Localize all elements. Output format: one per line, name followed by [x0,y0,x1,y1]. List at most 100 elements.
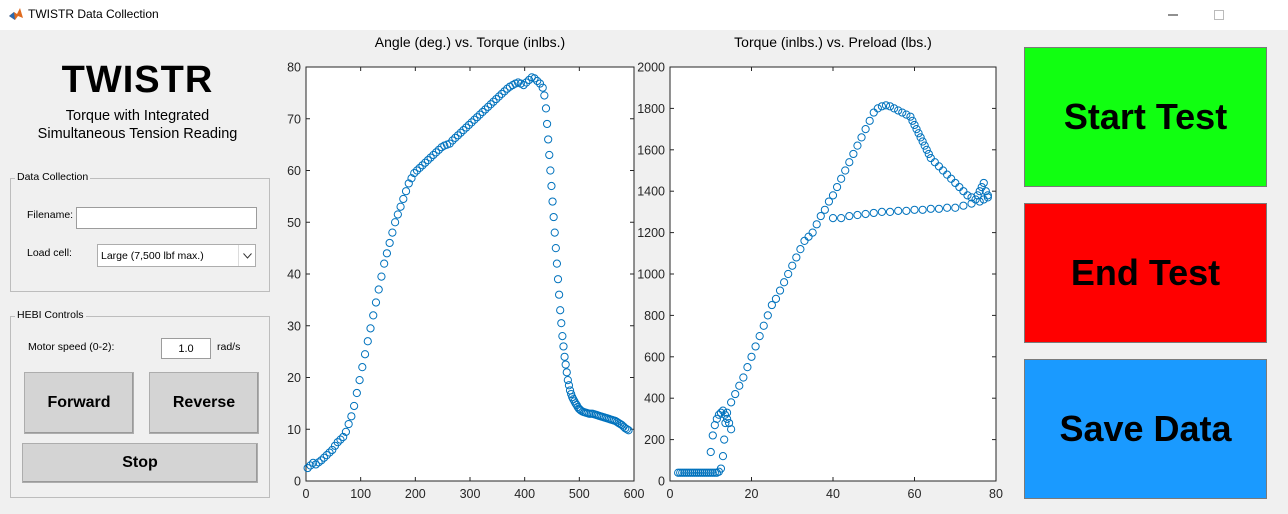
data-point [676,468,685,477]
data-point [812,220,821,229]
data-point [559,342,568,351]
data-point [706,447,715,457]
data-point [680,468,689,477]
data-point [890,104,899,113]
forward-button[interactable]: Forward [24,372,134,434]
data-point [975,187,984,196]
data-point [865,116,874,125]
data-point [869,108,878,117]
data-point [500,87,509,96]
data-point [545,150,554,160]
data-point [885,102,895,111]
data-point [486,100,495,109]
data-point [548,197,557,206]
data-point [914,129,923,138]
data-point [692,468,701,477]
stop-button[interactable]: Stop [22,443,258,483]
data-point [971,195,980,204]
data-point [714,410,724,419]
data-point [800,236,809,245]
data-point [415,163,424,173]
data-point [369,311,378,320]
data-point [624,426,633,435]
data-point [546,166,555,175]
data-point [708,468,717,477]
data-point [462,123,471,132]
data-point [696,468,705,477]
data-point [530,74,539,83]
x-tick-label: 0 [667,487,674,501]
data-point [967,199,976,208]
data-point [731,389,740,399]
y-tick-label: 2000 [637,61,665,75]
data-point [924,149,933,159]
data-point [704,468,713,477]
x-tick-label: 60 [908,487,922,501]
maximize-button[interactable] [1196,0,1242,30]
y-tick-label: 1200 [637,226,665,240]
reverse-button[interactable]: Reverse [149,372,259,434]
data-point [678,468,687,477]
data-point [393,210,402,219]
plot-area [305,66,635,482]
data-point [959,201,968,210]
data-point [934,204,944,213]
loadcell-select[interactable]: Large (7,500 lbf max.) [97,244,256,267]
data-point [325,448,334,457]
data-point [885,207,895,216]
data-point [380,259,389,268]
data-point [938,166,948,175]
plot-area [669,66,997,482]
data-point [451,133,460,142]
data-point [404,179,413,188]
data-point [841,166,850,175]
data-point [977,182,986,192]
data-point [317,456,326,465]
data-collection-panel: Data Collection Filename: Load cell: Lar… [10,171,270,292]
y-tick-label: 80 [287,61,301,75]
data-point [808,228,817,237]
data-point [955,182,964,192]
filename-input[interactable] [76,207,257,229]
x-tick-label: 20 [745,487,759,501]
data-point [475,110,484,119]
plot1: 0 100 200 300 400 500 600 0 10 20 30 40 50 60 70 80 [287,61,644,502]
x-tick-label: 500 [569,487,590,501]
app-name: TWISTR [61,59,214,101]
motor-speed-input[interactable] [161,338,211,359]
y-tick-label: 0 [658,475,665,489]
data-point [767,300,776,310]
data-point [824,197,834,206]
x-tick-label: 200 [405,487,426,501]
data-point [718,406,728,415]
y-tick-label: 20 [287,371,301,385]
data-point [481,105,490,114]
data-point [751,342,760,351]
data-point [542,119,552,129]
save-data-button[interactable]: Save Data [1024,359,1267,499]
data-point [560,352,569,361]
data-point [319,453,329,462]
data-point [735,381,744,390]
data-point [410,168,419,178]
data-point [366,324,375,333]
data-point [918,205,927,214]
data-point [391,218,400,227]
data-point [448,136,457,145]
data-point [382,249,392,258]
data-point [702,468,711,477]
hebi-controls-panel: HEBI Controls Motor speed (0-2): rad/s F… [10,309,270,498]
data-point [930,158,939,167]
data-point [784,269,793,279]
data-point [828,191,838,200]
end-test-button[interactable]: End Test [1024,203,1267,343]
data-point [562,368,571,377]
minimize-button[interactable] [1150,0,1196,30]
start-test-button[interactable]: Start Test [1024,47,1267,187]
data-point [339,432,348,442]
data-point [385,238,394,248]
data-point [347,412,356,421]
data-point [306,461,315,470]
data-point [568,393,577,402]
data-point [910,120,919,130]
